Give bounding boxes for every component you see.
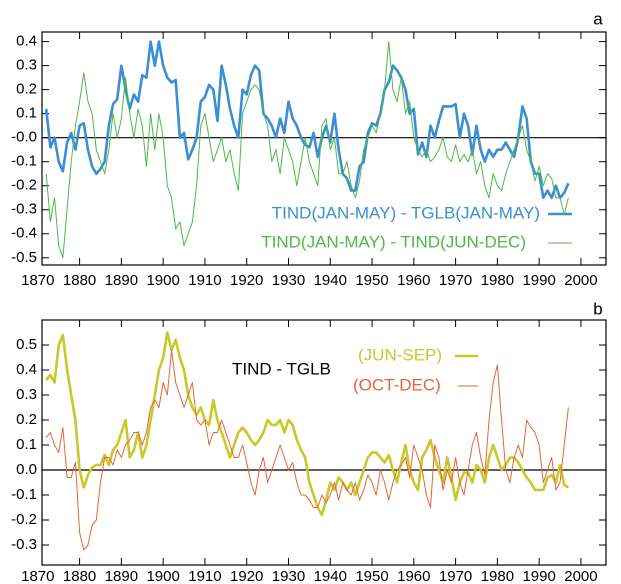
x-tick-label: 1890 — [105, 568, 138, 584]
series-line — [45, 349, 569, 551]
y-tick-label: 0.0 — [16, 461, 37, 478]
x-tick-label: 1950 — [355, 568, 388, 584]
series-line — [44, 40, 570, 200]
annotation: TIND - TGLB — [232, 359, 331, 378]
y-tick-label: 0.1 — [16, 105, 37, 122]
y-tick-label: -0.4 — [11, 225, 37, 242]
x-tick-label: 2000 — [564, 568, 597, 584]
plot-frame — [41, 31, 607, 266]
y-tick-label: 0.1 — [16, 436, 37, 453]
y-tick-label: -0.3 — [11, 201, 37, 218]
y-tick-label: 0.2 — [16, 411, 37, 428]
y-tick-label: 0.3 — [16, 57, 37, 74]
x-tick-label: 1900 — [146, 568, 179, 584]
x-tick-label: 1880 — [63, 568, 96, 584]
y-tick-label: 0.3 — [16, 386, 37, 403]
y-tick-label: 0.4 — [16, 33, 37, 50]
x-tick-label: 1990 — [522, 272, 555, 289]
y-tick-label: 0.2 — [16, 81, 37, 98]
legend-label: (JUN-SEP) — [358, 345, 442, 364]
legend-label: TIND(JAN-MAY) - TIND(JUN-DEC) — [261, 232, 526, 251]
legend-label: TIND(JAN-MAY) - TGLB(JAN-MAY) — [272, 203, 540, 222]
x-tick-label: 1970 — [439, 568, 472, 584]
x-tick-label: 1980 — [481, 272, 514, 289]
panel-label: a — [593, 9, 603, 28]
y-tick-label: 0.5 — [16, 336, 37, 353]
x-tick-label: 1940 — [314, 568, 347, 584]
x-tick-label: 1880 — [63, 272, 96, 289]
y-tick-label: -0.2 — [11, 177, 37, 194]
x-tick-label: 2000 — [564, 272, 597, 289]
x-tick-label: 1890 — [105, 272, 138, 289]
x-tick-label: 1900 — [146, 272, 179, 289]
y-tick-label: -0.2 — [11, 511, 37, 528]
x-tick-label: 1970 — [439, 272, 472, 289]
x-tick-label: 1910 — [188, 272, 221, 289]
x-tick-label: 1980 — [481, 568, 514, 584]
x-tick-label: 1950 — [355, 272, 388, 289]
x-tick-label: 1870 — [21, 272, 54, 289]
y-tick-label: 0.4 — [16, 361, 37, 378]
x-tick-label: 1930 — [272, 272, 305, 289]
panel-label: b — [593, 299, 602, 318]
y-tick-label: -0.3 — [11, 536, 37, 553]
x-tick-label: 1960 — [397, 272, 430, 289]
legend-label: (OCT-DEC) — [353, 375, 441, 394]
x-tick-label: 1930 — [272, 568, 305, 584]
y-tick-label: -0.1 — [11, 486, 37, 503]
y-tick-label: -0.1 — [11, 153, 37, 170]
y-tick-label: -0.5 — [11, 249, 37, 266]
x-tick-label: 1940 — [314, 272, 347, 289]
plot-frame — [41, 319, 607, 566]
x-tick-label: 1870 — [21, 568, 54, 584]
x-tick-label: 1920 — [230, 568, 263, 584]
y-tick-label: -0.0 — [11, 129, 37, 146]
x-tick-label: 1910 — [188, 568, 221, 584]
x-tick-label: 1920 — [230, 272, 263, 289]
x-tick-label: 1990 — [522, 568, 555, 584]
series-line — [45, 331, 570, 517]
x-tick-label: 1960 — [397, 568, 430, 584]
series-line — [45, 41, 569, 259]
